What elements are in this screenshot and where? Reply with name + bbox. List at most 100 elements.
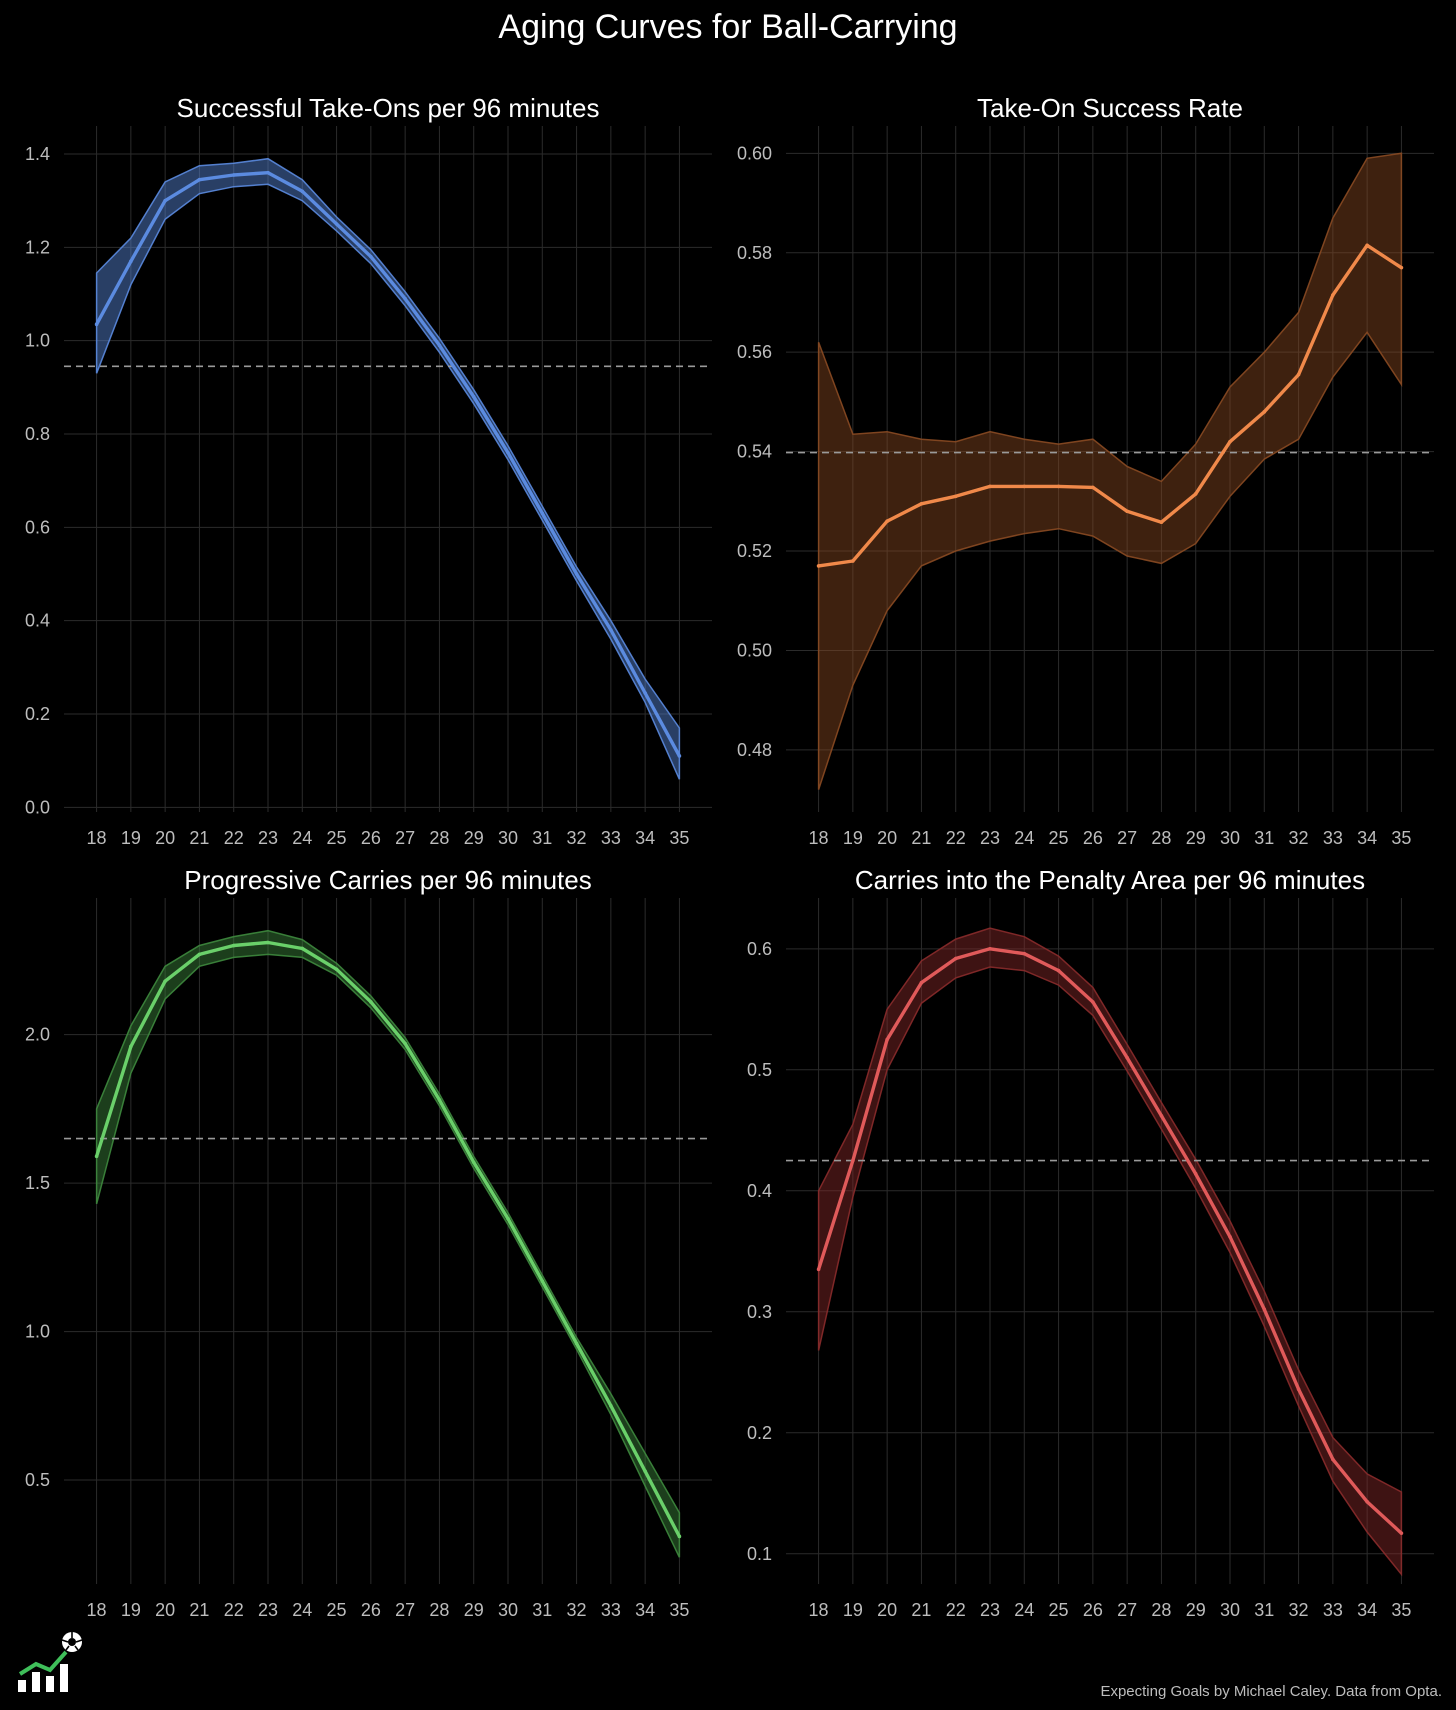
chart-football-logo-icon [18,1632,83,1692]
x-tick-label: 33 [1323,828,1343,848]
x-tick-label: 25 [327,828,347,848]
data-point [677,1534,682,1539]
x-tick-label: 31 [1254,828,1274,848]
x-tick-label: 21 [189,1600,209,1620]
data-point [1296,1387,1301,1392]
data-point [1399,265,1404,270]
confidence-band [817,152,1403,790]
y-tick-label: 0.0 [25,797,50,817]
data-point [1331,293,1335,297]
panel-title: Progressive Carries per 96 minutes [184,865,592,895]
x-tick-label: 21 [911,828,931,848]
x-tick-label: 25 [327,1600,347,1620]
data-point [197,952,202,957]
y-tick-label: 0.60 [737,143,772,163]
x-tick-label: 21 [189,828,209,848]
x-tick-label: 28 [429,828,449,848]
x-tick-label: 26 [361,1600,381,1620]
y-tick-label: 0.56 [737,342,772,362]
data-point [540,511,545,516]
y-tick-label: 0.1 [747,1544,772,1564]
x-tick-label: 18 [87,828,107,848]
data-point [1228,439,1232,444]
x-tick-label: 30 [1220,828,1240,848]
x-tick-label: 27 [395,1600,415,1620]
data-point [231,173,236,177]
data-point [643,1469,647,1473]
panel-title: Take-On Success Rate [977,93,1243,123]
x-tick-label: 31 [532,828,552,848]
x-tick-label: 34 [635,828,655,848]
data-point [471,1160,476,1165]
data-point [1091,1000,1095,1004]
x-tick-label: 35 [1391,828,1411,848]
data-point [919,501,924,506]
x-tick-label: 27 [1117,828,1137,848]
data-point [1262,1307,1267,1312]
x-tick-label: 22 [224,1600,244,1620]
y-tick-label: 1.5 [25,1173,50,1193]
x-tick-label: 29 [1186,1600,1206,1620]
x-tick-label: 29 [464,828,484,848]
data-point [1125,1055,1129,1060]
x-tick-label: 23 [258,1600,278,1620]
x-tick-label: 28 [429,1600,449,1620]
x-tick-label: 18 [809,1600,829,1620]
y-tick-label: 0.4 [25,611,50,631]
x-tick-label: 19 [121,828,141,848]
data-point [1056,968,1061,973]
data-point [1022,484,1027,489]
y-tick-label: 0.54 [737,442,772,462]
y-tick-label: 1.0 [25,331,50,351]
x-tick-label: 28 [1151,1600,1171,1620]
x-tick-label: 35 [669,1600,689,1620]
data-point [574,1341,579,1346]
credit-text: Expecting Goals by Michael Caley. Data f… [1100,1683,1442,1700]
data-point [129,1044,133,1049]
x-tick-label: 25 [1049,828,1069,848]
y-tick-label: 0.2 [25,704,50,724]
x-tick-label: 24 [1014,1600,1034,1620]
y-tick-label: 1.4 [25,144,50,164]
x-tick-label: 33 [1323,1600,1343,1620]
x-tick-label: 30 [498,1600,518,1620]
y-tick-label: 0.6 [25,517,50,537]
x-tick-label: 23 [980,828,1000,848]
y-tick-label: 1.0 [25,1322,50,1342]
x-tick-label: 30 [1220,1600,1240,1620]
x-tick-label: 34 [1357,1600,1377,1620]
data-point [1159,520,1164,524]
x-tick-label: 26 [1083,1600,1103,1620]
data-point [506,450,510,455]
x-tick-label: 23 [980,1600,1000,1620]
data-point [988,484,992,489]
y-tick-label: 0.2 [747,1423,772,1443]
x-tick-label: 33 [601,828,621,848]
series-line [95,170,681,757]
data-point [300,946,305,951]
data-point [163,979,167,983]
data-point [919,980,924,985]
x-tick-label: 19 [843,1600,863,1620]
data-point [437,1098,442,1102]
x-tick-label: 18 [809,828,829,848]
data-point [1262,410,1267,414]
x-tick-label: 28 [1151,828,1171,848]
x-tick-label: 30 [498,828,518,848]
panel-2: Take-On Success Rate 18 19 20 21 22 23 24 25 26 27… [737,93,1434,848]
data-point [851,1158,855,1163]
x-tick-label: 24 [292,828,312,848]
x-tick-label: 29 [464,1600,484,1620]
series-line [818,243,1403,568]
x-tick-label: 23 [258,828,278,848]
x-tick-label: 26 [1083,828,1103,848]
data-point [231,943,236,948]
data-point [609,1404,613,1408]
x-tick-label: 20 [155,828,175,848]
confidence-band [95,929,681,1558]
x-tick-label: 35 [669,828,689,848]
data-point [437,343,442,348]
data-point [1193,1172,1198,1176]
data-point [266,170,270,175]
